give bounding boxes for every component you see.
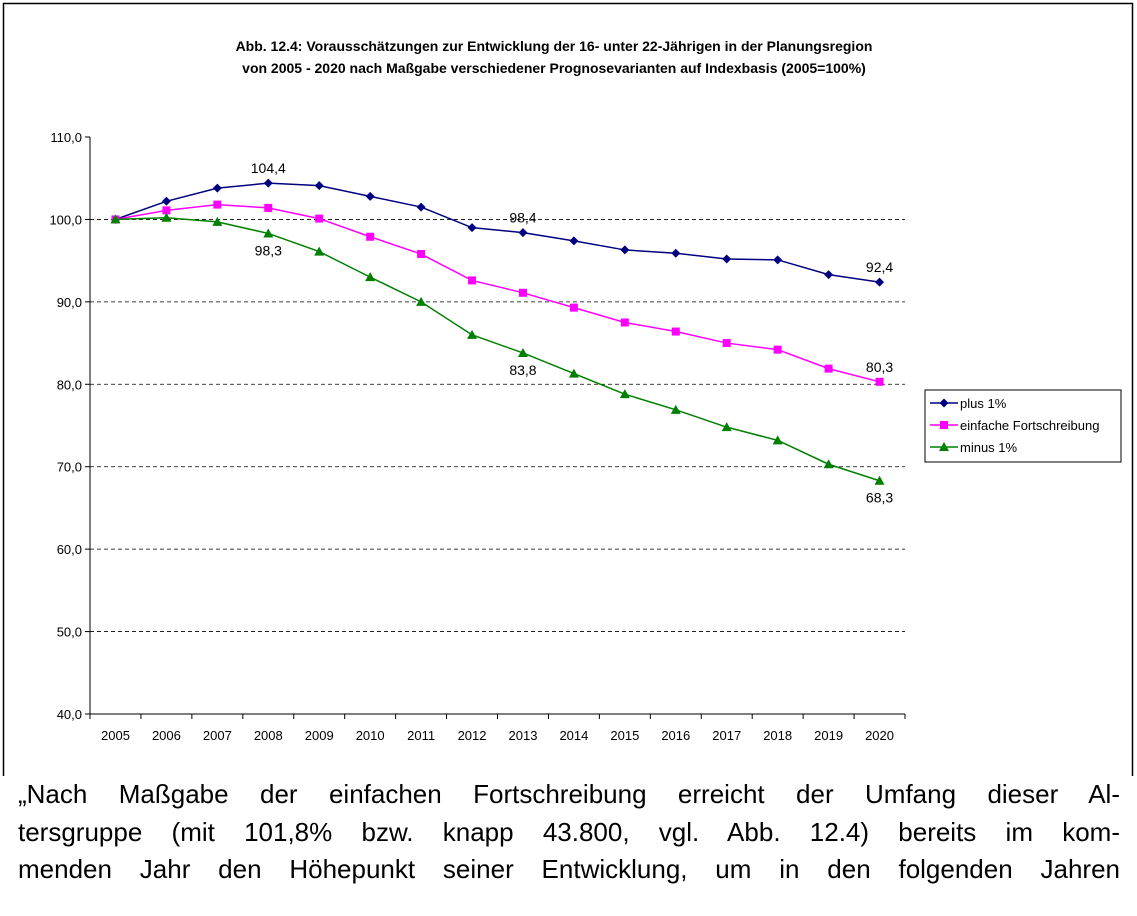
legend-label: einfache Fortschreibung [960,418,1099,433]
x-tick-label: 2011 [407,728,435,743]
marker [365,272,376,282]
x-tick-label: 2006 [152,728,181,743]
marker [264,203,273,212]
marker [568,368,579,378]
marker [875,377,884,386]
x-tick-label: 2017 [712,728,741,743]
marker [416,296,427,306]
data-label: 83,8 [509,362,536,378]
marker [467,329,478,339]
x-tick-label: 2005 [101,728,130,743]
marker [620,245,630,255]
marker [263,228,274,238]
marker [722,339,731,348]
marker [467,223,477,233]
marker [671,327,680,336]
data-label: 68,3 [866,490,893,506]
x-tick-label: 2013 [509,728,538,743]
marker [161,212,172,222]
marker [671,248,681,258]
marker [517,347,528,357]
legend-label: minus 1% [960,440,1018,455]
marker [212,216,223,226]
data-label: 98,4 [509,210,536,226]
marker [468,276,477,285]
marker [772,435,783,445]
marker [365,191,375,201]
chart-title: Abb. 12.4: Vorausschätzungen zur Entwick… [236,38,873,54]
marker [569,236,579,246]
data-label: 104,4 [251,160,286,176]
marker [619,389,630,399]
marker [721,422,732,432]
legend-box [924,389,1122,463]
y-tick-label: 80,0 [57,377,82,392]
paragraph: „Nach Maßgabe der einfachen Fortschreibu… [18,776,1120,889]
marker [773,345,782,354]
marker [314,246,325,256]
text-line: menden Jahr den Höhepunkt seiner Entwick… [18,854,1120,884]
legend-label: plus 1% [960,396,1007,411]
marker [824,270,834,280]
chart-frame [2,2,1134,776]
y-tick-label: 50,0 [57,625,82,640]
x-tick-label: 2010 [356,728,385,743]
series-line [115,203,880,383]
chart: Abb. 12.4: Vorausschätzungen zur Entwick… [2,2,1134,776]
x-tick-label: 2012 [458,728,487,743]
marker [670,404,681,414]
text-line: „Nach Maßgabe der einfachen Fortschreibu… [18,779,1120,809]
marker [823,459,834,469]
marker [417,250,426,259]
marker [416,202,426,212]
marker [940,421,948,429]
marker [314,181,324,191]
series-line [115,217,880,482]
marker [162,206,171,215]
marker [518,228,528,238]
data-label: 98,3 [255,242,282,258]
x-tick-label: 2019 [814,728,843,743]
marker [213,200,222,209]
marker [939,442,949,451]
marker [518,288,527,297]
marker [263,178,273,188]
x-tick-label: 2018 [763,728,792,743]
data-label: 92,4 [866,259,893,275]
series-line [115,182,880,283]
y-tick-label: 90,0 [57,295,82,310]
y-tick-label: 40,0 [57,707,82,722]
marker [874,475,885,485]
x-tick-label: 2014 [559,728,588,743]
x-tick-label: 2008 [254,728,283,743]
x-tick-label: 2009 [305,728,334,743]
y-tick-label: 100,0 [49,212,82,227]
text-line: tersgruppe (mit 101,8% bzw. knapp 43.800… [18,816,1120,847]
marker [939,398,949,408]
marker [569,303,578,312]
x-tick-label: 2020 [865,728,894,743]
x-tick-label: 2015 [610,728,639,743]
y-tick-label: 60,0 [57,542,82,557]
marker [110,214,121,224]
marker [315,214,324,223]
data-label: 80,3 [866,359,893,375]
y-tick-label: 110,0 [50,130,82,145]
marker [212,183,222,193]
marker [875,277,885,287]
marker [773,255,783,265]
y-tick-label: 70,0 [57,460,82,475]
marker [366,232,375,241]
marker [722,254,732,264]
marker [824,364,833,373]
x-tick-label: 2007 [203,728,232,743]
marker [620,318,629,327]
x-tick-label: 2016 [661,728,690,743]
marker [161,196,171,206]
chart-title: von 2005 - 2020 nach Maßgabe verschieden… [242,60,866,76]
